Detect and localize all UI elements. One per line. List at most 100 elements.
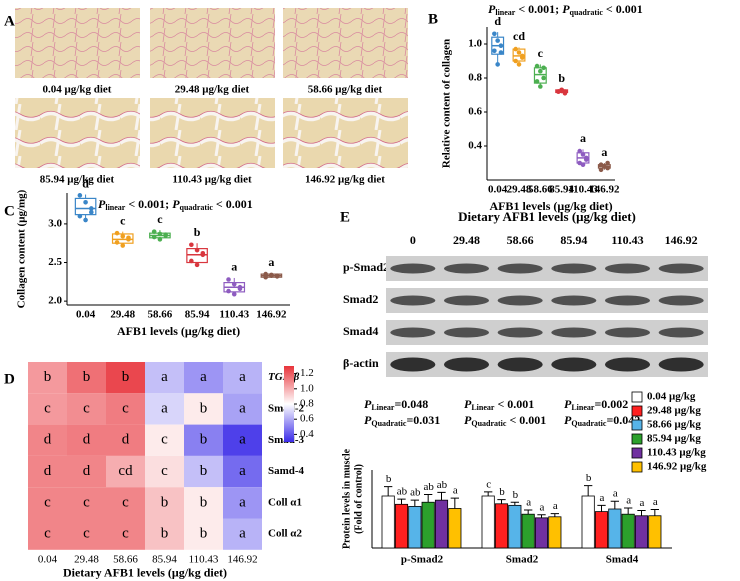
histology-image xyxy=(283,98,408,168)
image-caption: 146.92 μg/kg diet xyxy=(305,174,385,186)
significance-letter: cd xyxy=(513,29,525,43)
x-tick-label: 29.48 xyxy=(507,184,532,196)
y-tick-label: 2.5 xyxy=(48,256,62,268)
legend-label: 85.94 μg/kg xyxy=(647,433,701,445)
heat-cell xyxy=(28,518,67,550)
data-point xyxy=(541,65,546,71)
error-bar xyxy=(537,514,546,518)
x-axis-label: Dietary AFB1 levels (μg/kg diet) xyxy=(63,566,227,580)
significance-letter: b xyxy=(386,473,392,485)
y-axis-label: Protein levels in muscle xyxy=(341,448,352,549)
blot-row-label: β-actin xyxy=(343,356,379,370)
cell-letter: c xyxy=(44,526,51,542)
heat-cell xyxy=(28,487,67,519)
data-point xyxy=(157,231,163,237)
colorbar-tick-label: 1.0 xyxy=(300,382,314,394)
data-point xyxy=(541,75,546,81)
panel-label: D xyxy=(4,371,15,387)
p-symbol: P xyxy=(172,197,180,211)
x-tick-label: 85.94 xyxy=(549,184,574,196)
blot-band xyxy=(443,327,490,338)
y-axis-label: Relative content of collagen xyxy=(441,39,453,168)
lane-label: 0 xyxy=(410,233,416,247)
cell-letter: c xyxy=(44,494,51,510)
x-tick-label: 85.94 xyxy=(152,553,177,565)
data-point xyxy=(83,217,88,223)
p-text: =0.002 xyxy=(594,397,628,411)
cell-letter: b xyxy=(200,494,208,510)
blot-band xyxy=(551,263,597,274)
p-subscript: Quadratic xyxy=(371,419,407,428)
cell-letter: a xyxy=(161,400,168,416)
error-bar xyxy=(524,509,533,515)
cell-letter: a xyxy=(200,369,207,385)
row-label: Coll α1 xyxy=(268,496,302,508)
significance-letter: ab xyxy=(397,486,408,498)
x-axis-label: AFB1 levels (μg/kg diet) xyxy=(489,199,612,213)
legend-label: 0.04 μg/kg xyxy=(647,391,696,403)
p-symbol: P xyxy=(464,413,472,427)
data-point xyxy=(602,164,607,169)
error-bar xyxy=(610,500,619,509)
panel-label: C xyxy=(4,203,15,219)
x-tick-label: Smad4 xyxy=(606,554,639,566)
x-tick-label: 0.04 xyxy=(38,553,58,565)
bar xyxy=(448,508,462,549)
x-tick-label: 85.94 xyxy=(185,309,210,321)
histology-image xyxy=(15,8,140,78)
p-symbol: P xyxy=(564,413,572,427)
p-text: < 0.001; xyxy=(515,2,562,16)
p-symbol: P xyxy=(364,397,372,411)
cell-letter: a xyxy=(239,494,246,510)
heat-cell xyxy=(184,424,223,456)
lane-label: 58.66 xyxy=(507,233,534,247)
box xyxy=(512,48,526,62)
legend-swatch xyxy=(631,433,643,445)
error-bar xyxy=(497,499,506,504)
blot-band xyxy=(551,295,597,306)
colorbar-tick-label: 0.4 xyxy=(300,428,314,440)
legend-label: 58.66 μg/kg xyxy=(647,419,701,431)
x-tick-label: 0.04 xyxy=(76,309,96,321)
blot-row-label: Smad2 xyxy=(343,292,378,306)
significance-letter: ab xyxy=(410,487,421,499)
x-tick-label: 58.66 xyxy=(148,309,173,321)
p-value: PLinear=0.048 xyxy=(364,397,428,412)
blot-band xyxy=(604,263,651,274)
significance-letter: a xyxy=(653,496,658,508)
data-point xyxy=(189,242,194,248)
heat-cell xyxy=(223,487,262,519)
significance-letter: a xyxy=(540,501,545,513)
data-point xyxy=(498,43,504,48)
legend-swatch xyxy=(631,419,643,431)
blot-band xyxy=(390,263,436,274)
x-tick-label: 110.43 xyxy=(568,184,598,196)
heat-cell xyxy=(67,487,106,519)
legend-label: 110.43 μg/kg xyxy=(647,447,706,459)
data-point xyxy=(77,213,83,219)
p-text: =0.048 xyxy=(394,397,428,411)
y-tick-label: 0.6 xyxy=(468,106,482,118)
data-point xyxy=(120,233,126,239)
significance-letter: ab xyxy=(437,479,448,491)
p-symbol: P xyxy=(562,2,570,16)
panel-label: E xyxy=(340,209,350,225)
cell-letter: d xyxy=(44,432,52,448)
heat-cell xyxy=(67,362,106,394)
error-bar xyxy=(410,499,419,507)
bar xyxy=(581,495,595,549)
row-label: Coll α2 xyxy=(268,528,302,540)
cell-letter: b xyxy=(122,369,130,385)
significance-letter: c xyxy=(486,478,491,490)
blot-band xyxy=(604,357,651,372)
cell-letter: d xyxy=(122,432,130,448)
legend-label: 146.92 μg/kg xyxy=(647,461,707,473)
bar xyxy=(621,513,635,549)
p-value: PLinear < 0.001 xyxy=(464,397,534,412)
heat-cell xyxy=(106,393,145,425)
image-caption: 29.48 μg/kg diet xyxy=(175,84,250,96)
heat-cell xyxy=(145,424,184,456)
heat-cell xyxy=(184,362,223,394)
histology-image xyxy=(150,98,275,168)
